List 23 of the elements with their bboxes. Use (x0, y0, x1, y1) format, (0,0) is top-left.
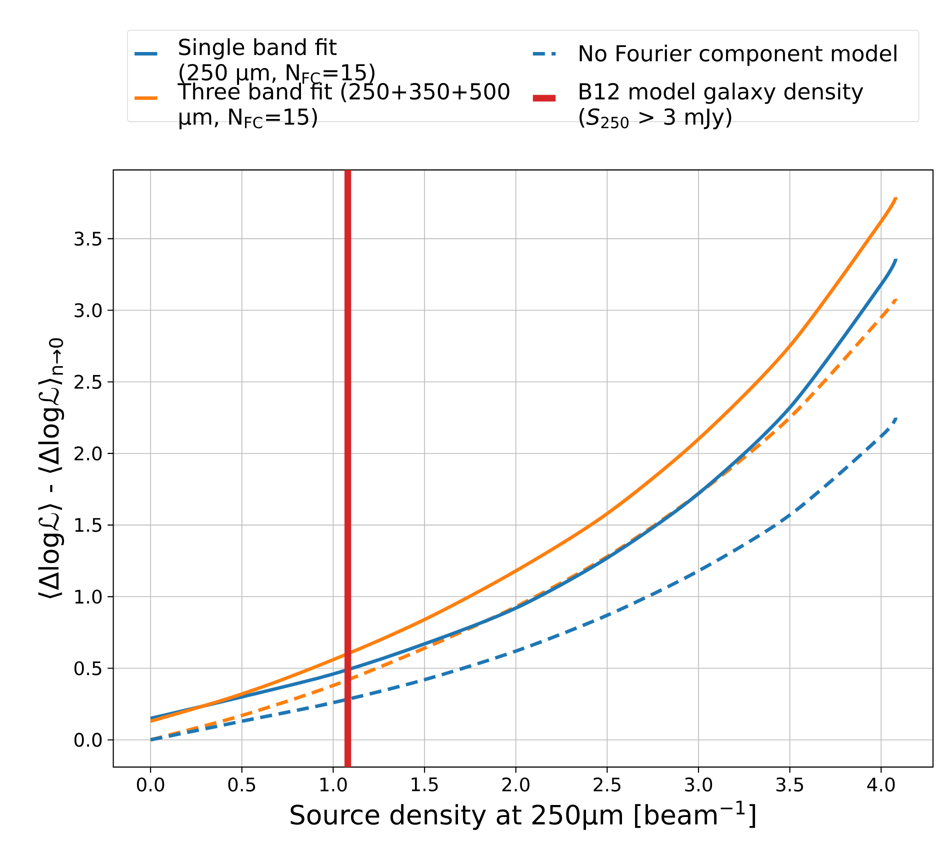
y-tick-label: 2.0 (74, 446, 102, 461)
x-tick-label: 2.0 (502, 777, 530, 792)
y-tick-label: 0.5 (74, 661, 102, 676)
y-tick-label: 1.5 (75, 518, 102, 532)
legend-label: Three band fit (250+350+500 μm, N$_{FC}$=15) (178, 82, 510, 130)
x-tick-label: 0.0 (136, 777, 164, 792)
x-tick-label: 0.5 (228, 777, 256, 792)
y-tick-label: 0.0 (74, 732, 102, 747)
y-tick-label: 3.5 (74, 232, 102, 246)
legend-label: B12 model galaxy density (S$_{250}$ > 3 mJy) (580, 82, 864, 130)
y-tick-label: 3.0 (74, 303, 102, 318)
y-tick-label: 1.0 (75, 590, 102, 604)
x-axis-title: Source density at 250μm [beam$^{−1}$] (290, 800, 756, 830)
legend-label: No Fourier component model (580, 44, 896, 66)
line-series (148, 416, 898, 742)
y-tick-label: 2.5 (74, 374, 102, 389)
x-tick-label: 1.0 (320, 777, 347, 792)
x-tick-label: 3.5 (776, 777, 804, 792)
x-tick-label: 1.5 (412, 777, 438, 792)
x-tick-label: 2.5 (594, 777, 620, 792)
x-tick-label: 3.0 (685, 777, 712, 792)
y-axis-title: ⟨Δlogℒ⟩ - ⟨Δlogℒ⟩$_{n→0}$ (38, 338, 64, 598)
x-tick-label: 4.0 (867, 777, 895, 792)
